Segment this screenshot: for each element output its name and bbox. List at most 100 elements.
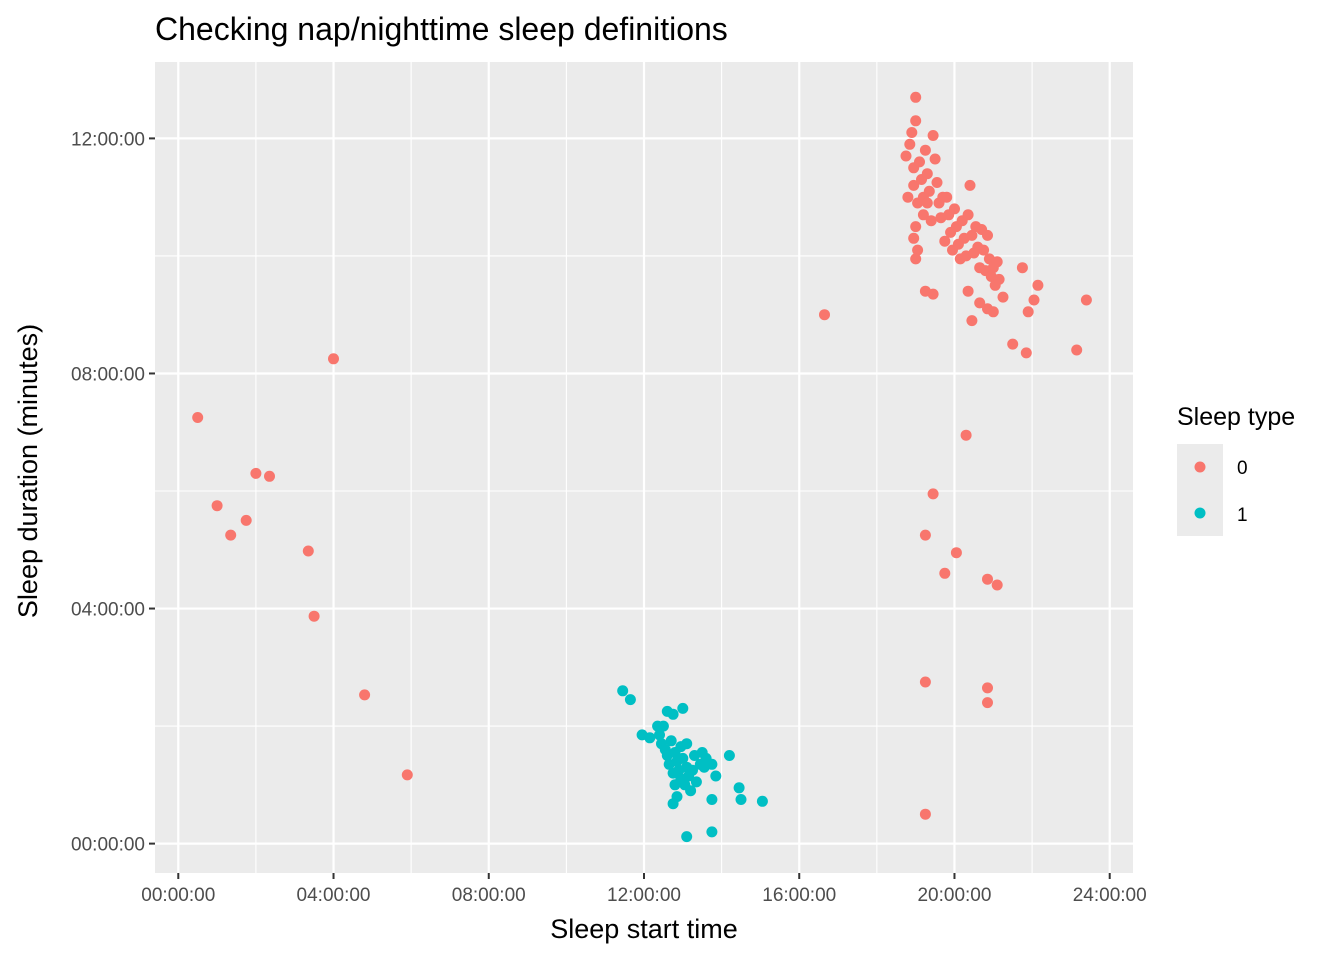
data-point (1080, 294, 1092, 306)
data-point (939, 567, 951, 579)
data-point (706, 826, 718, 838)
data-point (733, 782, 745, 794)
data-point (687, 764, 698, 776)
data-point (211, 500, 223, 512)
data-point (681, 831, 693, 843)
data-point (921, 168, 933, 180)
data-point (982, 573, 993, 585)
y-tick-label: 04:00:00 (71, 600, 145, 621)
data-point (819, 309, 830, 321)
data-point (904, 138, 916, 150)
data-point (706, 758, 718, 770)
data-point (302, 545, 314, 557)
data-point (982, 697, 993, 709)
data-point (919, 529, 931, 541)
data-point (925, 215, 937, 227)
data-point (964, 179, 976, 191)
data-point (1071, 344, 1083, 356)
data-point (900, 150, 912, 162)
series-0-points (192, 91, 1092, 820)
data-point (690, 776, 702, 788)
data-point (923, 185, 935, 197)
data-point (917, 209, 929, 221)
data-point (974, 297, 986, 309)
data-point (941, 191, 953, 203)
y-axis: 00:00:00 04:00:00 08:00:00 12:00:00 (71, 129, 155, 856)
data-point (665, 735, 677, 747)
data-point (931, 177, 943, 188)
data-point (1007, 338, 1019, 350)
data-point (685, 785, 697, 797)
data-point (706, 794, 718, 805)
data-point (657, 720, 669, 732)
data-point (359, 689, 371, 701)
data-point (982, 229, 993, 241)
data-point (921, 197, 933, 209)
data-point (677, 752, 689, 764)
legend-key-1-dot (1194, 507, 1206, 519)
legend-title: Sleep type (1177, 403, 1295, 431)
data-point (997, 291, 1009, 303)
x-tick-label: 00:00:00 (141, 885, 215, 906)
data-point (908, 232, 920, 244)
data-point (991, 256, 1003, 268)
data-point (991, 579, 1003, 591)
legend-key-0-dot (1194, 461, 1206, 473)
legend-label-0: 0 (1237, 458, 1248, 479)
data-point (308, 610, 320, 622)
data-point (624, 694, 636, 706)
data-point (240, 514, 252, 526)
y-tick-label: 08:00:00 (71, 364, 145, 385)
data-point (1022, 306, 1034, 318)
data-point (681, 738, 693, 750)
data-point (929, 153, 941, 165)
data-point (993, 273, 1005, 285)
y-tick-label: 12:00:00 (71, 129, 145, 150)
data-point (1020, 347, 1032, 359)
series-1-points (617, 685, 768, 843)
data-point (328, 353, 339, 365)
x-tick-label: 04:00:00 (297, 885, 371, 906)
data-point (927, 130, 939, 141)
data-point (919, 808, 931, 820)
data-point (723, 750, 735, 761)
data-point (927, 288, 939, 300)
data-point (617, 685, 629, 697)
data-point (962, 209, 974, 221)
data-point (914, 156, 925, 168)
data-point (960, 429, 972, 441)
data-point (962, 285, 974, 297)
data-point (1016, 262, 1028, 274)
data-point (950, 547, 962, 559)
data-point (910, 253, 922, 265)
data-point (667, 798, 679, 810)
data-point (919, 676, 931, 688)
data-point (908, 179, 920, 191)
data-point (735, 794, 747, 805)
data-point (910, 91, 922, 103)
data-point (192, 412, 204, 423)
x-axis-title: Sleep start time (550, 914, 738, 944)
data-point (264, 470, 275, 482)
data-point (225, 529, 237, 541)
data-point (250, 467, 262, 479)
data-point (667, 708, 679, 720)
data-point (982, 303, 993, 315)
data-point (401, 769, 413, 781)
data-point (710, 770, 722, 782)
x-tick-label: 12:00:00 (607, 885, 681, 906)
data-point (756, 795, 768, 807)
data-point (677, 702, 689, 714)
data-point (966, 315, 978, 327)
data-point (978, 244, 990, 256)
data-point (910, 115, 922, 127)
x-tick-label: 24:00:00 (1073, 885, 1147, 906)
data-point (902, 191, 914, 203)
data-point (949, 203, 960, 215)
x-tick-label: 16:00:00 (762, 885, 836, 906)
data-point (927, 488, 939, 500)
major-gridlines (155, 62, 1133, 873)
data-point (982, 682, 993, 694)
x-tick-label: 08:00:00 (452, 885, 526, 906)
